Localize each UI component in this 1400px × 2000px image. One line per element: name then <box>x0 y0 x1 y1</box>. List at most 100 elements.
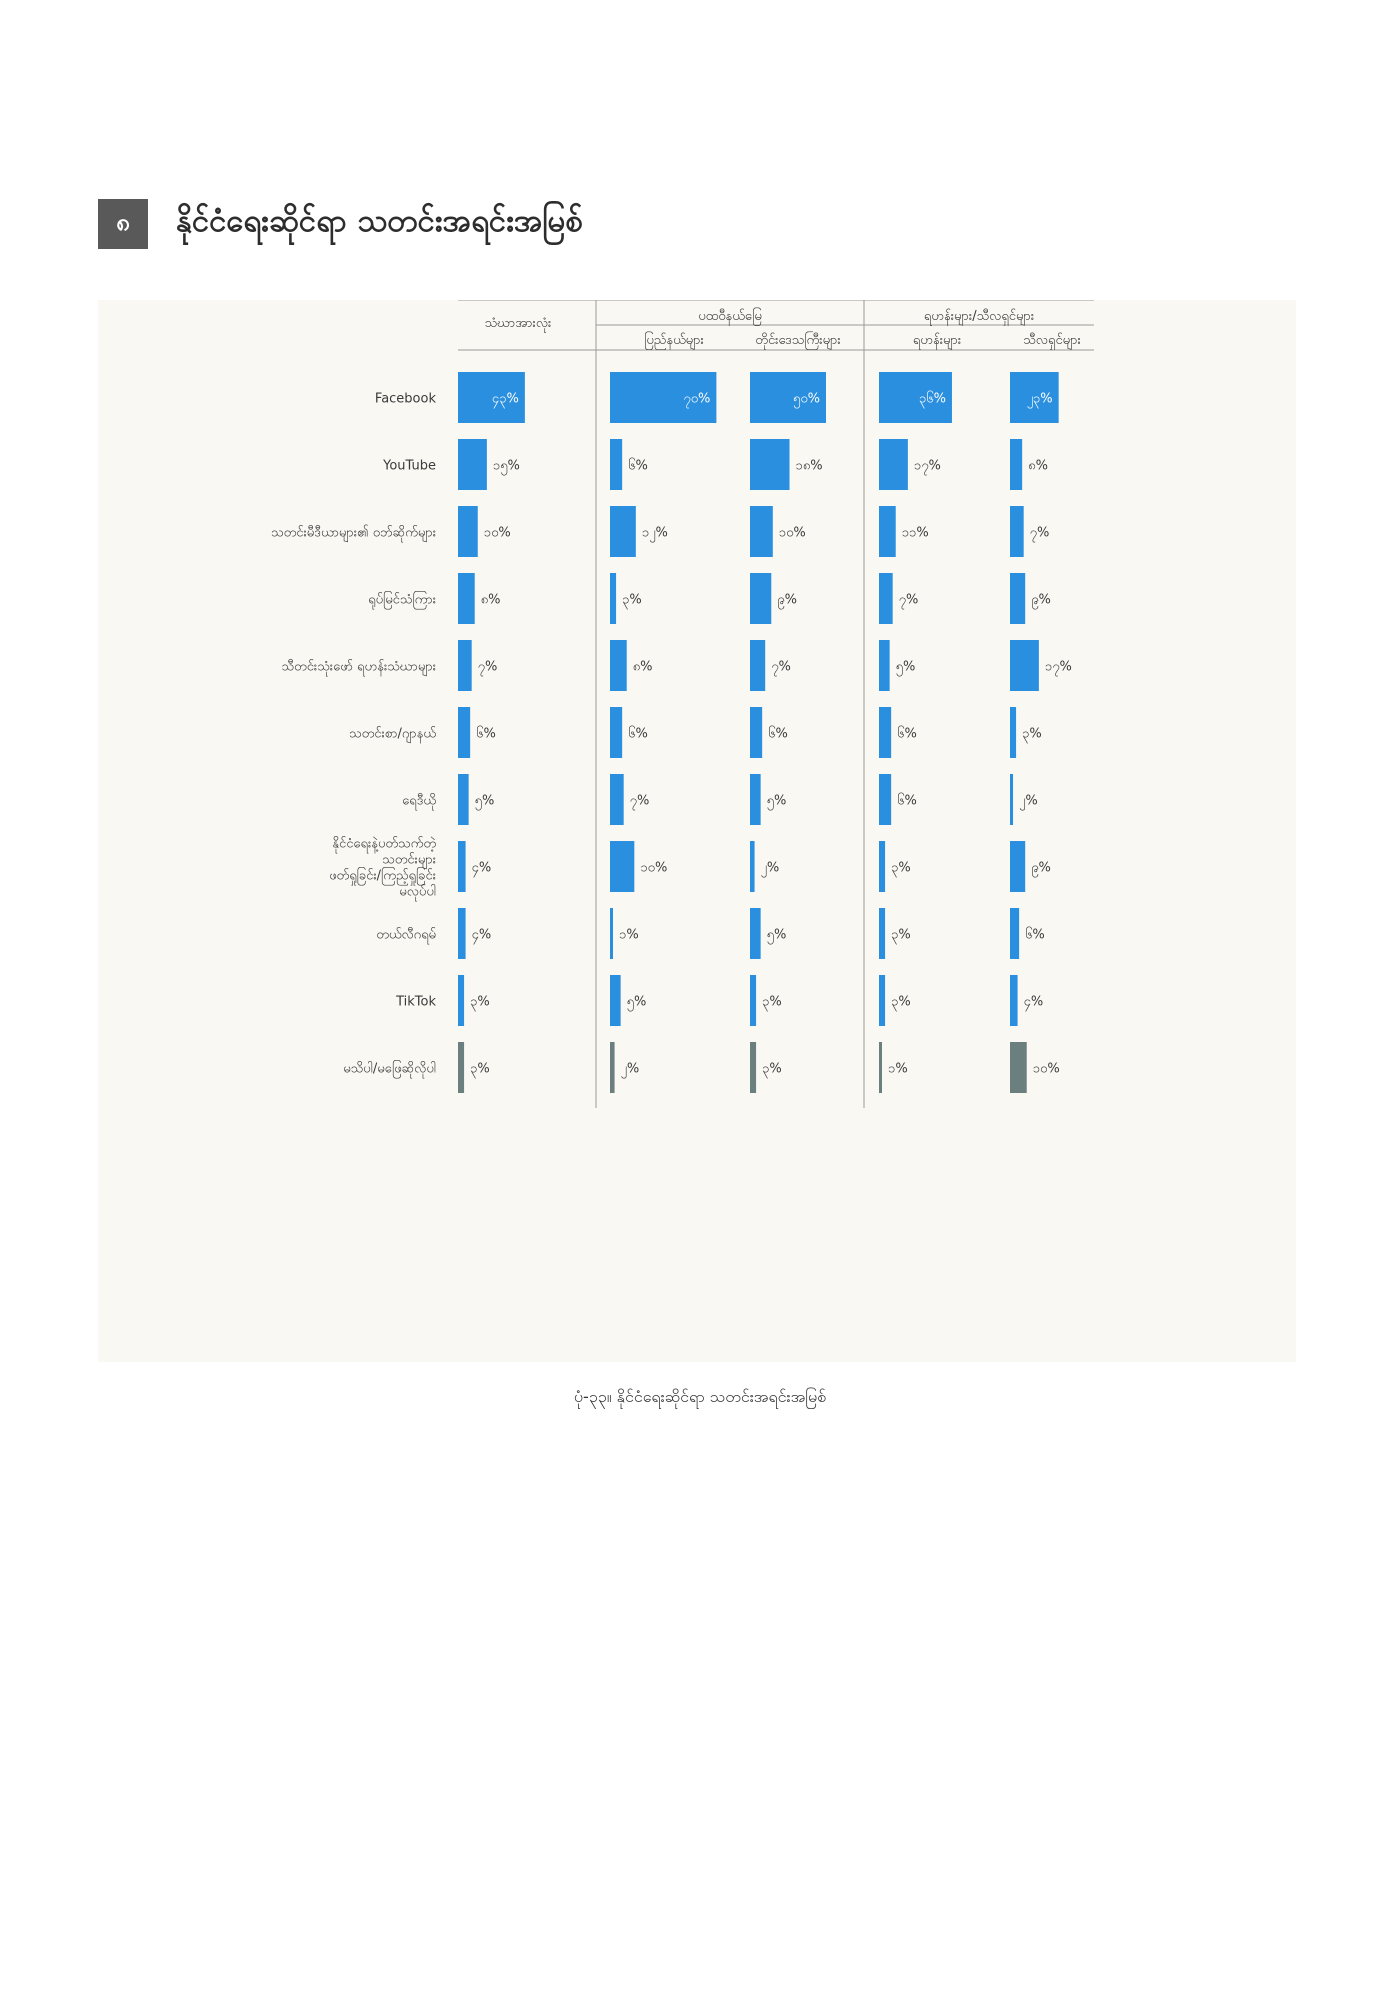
category-label-0: Facebook <box>375 392 437 407</box>
bar-c1-r2 <box>610 506 636 557</box>
category-label-2: သတင်းမီဒီယာများ၏ ဝဘ်ဆိုက်များ <box>271 525 436 543</box>
bar-c4-r10 <box>1010 1042 1027 1093</box>
header-column-3: ရဟန်းများ <box>913 332 961 350</box>
value-label-c4-r2: ၇% <box>1030 526 1050 543</box>
chart-panel: သံဃာအားလုံး ပထဝီနယ်မြေ ရဟန်းများ/သီလရှင်မျ… <box>98 300 1296 1362</box>
bar-c2-r0 <box>750 372 826 423</box>
value-label-c4-r4: ၁၇% <box>1045 660 1072 677</box>
value-label-c3-r8: ၃% <box>891 928 911 945</box>
bar-c3-r5 <box>879 707 892 758</box>
value-label-c4-r0: ၂၃% <box>1027 392 1053 409</box>
value-label-c1-r10: ၂% <box>621 1062 640 1079</box>
bar-c0-r2 <box>458 506 478 557</box>
value-label-c4-r10: ၁၀% <box>1033 1062 1060 1077</box>
bar-c0-r9 <box>458 975 465 1026</box>
value-label-c0-r8: ၄% <box>472 928 492 945</box>
value-label-c4-r9: ၄% <box>1024 995 1044 1012</box>
value-label-c0-r0: ၄၃% <box>492 392 519 409</box>
category-label-6: ရေဒီယို <box>402 793 436 811</box>
value-label-c4-r3: ၉% <box>1031 593 1051 610</box>
bar-c0-r5 <box>458 707 471 758</box>
value-label-c1-r5: ၆% <box>628 726 648 742</box>
value-label-c0-r7: ၄% <box>472 861 492 878</box>
value-label-c1-r9: ၅% <box>627 995 647 1012</box>
bar-c3-r8 <box>879 908 886 959</box>
value-label-c1-r0: ၇၀% <box>683 392 710 409</box>
value-label-c3-r3: ၇% <box>899 593 919 610</box>
value-label-c1-r2: ၁၂% <box>642 526 668 543</box>
bar-c1-r9 <box>610 975 621 1026</box>
header-group-geography: ပထဝီနယ်မြေ <box>698 307 762 326</box>
value-label-c1-r4: ၈% <box>633 660 653 675</box>
bar-c2-r10 <box>750 1042 757 1093</box>
value-label-c1-r8: ၁% <box>619 928 639 943</box>
bar-c1-r0 <box>610 372 717 423</box>
value-label-c2-r2: ၁၀% <box>779 526 806 541</box>
value-label-c3-r1: ၁၇% <box>914 459 941 476</box>
bar-c2-r6 <box>750 774 761 825</box>
bar-c3-r0 <box>879 372 952 423</box>
bar-c2-r3 <box>750 573 772 624</box>
bar-c4-r3 <box>1010 573 1026 624</box>
bar-c0-r4 <box>458 640 472 691</box>
header-column-4: သီလရှင်များ <box>1023 332 1081 350</box>
section-title: နိုင်ငံရေးဆိုင်ရာ သတင်းအရင်းအမြစ် <box>176 203 583 239</box>
category-label-7: နိုင်ငံရေးနဲ့ပတ်သက်တဲ့သတင်းများဖတ်ရှုခြင… <box>329 836 436 902</box>
bar-c0-r10 <box>458 1042 465 1093</box>
bar-c4-r4 <box>1010 640 1039 691</box>
value-label-c1-r6: ၇% <box>630 794 650 811</box>
value-label-c2-r8: ၅% <box>767 928 787 945</box>
bar-c3-r9 <box>879 975 886 1026</box>
section-header: ၈ နိုင်ငံရေးဆိုင်ရာ သတင်းအရင်းအမြစ် <box>98 198 583 250</box>
category-label-8: တယ်လီဂရမ် <box>376 927 436 945</box>
value-label-c1-r7: ၁၀% <box>640 861 667 876</box>
value-label-c0-r1: ၁၅% <box>493 459 520 476</box>
value-label-c0-r6: ၅% <box>475 794 495 811</box>
bar-c3-r6 <box>879 774 892 825</box>
value-label-c1-r3: ၃% <box>622 593 642 610</box>
category-label-9: TikTok <box>395 995 436 1010</box>
bar-c4-r0 <box>1010 372 1059 423</box>
bar-c0-r3 <box>458 573 475 624</box>
value-label-c4-r7: ၉% <box>1031 861 1051 878</box>
value-label-c4-r8: ၆% <box>1025 927 1045 943</box>
bar-c1-r1 <box>610 439 623 490</box>
value-label-c4-r5: ၃% <box>1022 727 1042 744</box>
value-label-c3-r4: ၅% <box>896 660 916 677</box>
value-label-c0-r5: ၆% <box>476 726 496 742</box>
value-label-c2-r6: ၅% <box>767 794 787 811</box>
bar-c1-r8 <box>610 908 613 959</box>
value-label-c3-r7: ၃% <box>891 861 911 878</box>
bar-c0-r6 <box>458 774 469 825</box>
value-label-c4-r6: ၂% <box>1019 794 1038 811</box>
bar-c4-r9 <box>1010 975 1018 1026</box>
value-label-c2-r7: ၂% <box>761 861 780 878</box>
category-label-4: သီတင်းသုံးဖော် ရဟန်းသံဃာများ <box>281 659 436 677</box>
bar-c4-r7 <box>1010 841 1026 892</box>
value-label-c2-r0: ၅၀% <box>793 392 820 409</box>
value-label-c2-r4: ၇% <box>771 660 791 677</box>
header-group-all-monks: သံဃာအားလုံး <box>485 316 552 333</box>
bar-c3-r10 <box>879 1042 882 1093</box>
value-label-c4-r1: ၈% <box>1028 459 1048 474</box>
bar-c3-r4 <box>879 640 890 691</box>
bar-c4-r1 <box>1010 439 1023 490</box>
bar-c2-r9 <box>750 975 757 1026</box>
category-label-1: YouTube <box>382 459 436 474</box>
header-column-2: တိုင်းဒေသကြီးများ <box>755 331 840 350</box>
value-label-c3-r9: ၃% <box>891 995 911 1012</box>
bar-c2-r7 <box>750 841 755 892</box>
header-column-1: ပြည်နယ်များ <box>644 331 704 350</box>
value-label-c0-r2: ၁၀% <box>484 526 511 541</box>
section-number: ၈ <box>98 199 148 249</box>
bar-c2-r2 <box>750 506 773 557</box>
value-label-c0-r10: ၃% <box>470 1062 490 1079</box>
bar-c1-r6 <box>610 774 624 825</box>
bar-c3-r1 <box>879 439 908 490</box>
header-group-monks-nuns: ရဟန်းများ/သီလရှင်များ <box>924 308 1034 326</box>
bar-c4-r6 <box>1010 774 1014 825</box>
bar-c1-r7 <box>610 841 635 892</box>
category-label-3: ရုပ်မြင်သံကြား <box>368 591 436 610</box>
value-label-c2-r5: ၆% <box>768 726 788 742</box>
bar-c0-r0 <box>458 372 525 423</box>
